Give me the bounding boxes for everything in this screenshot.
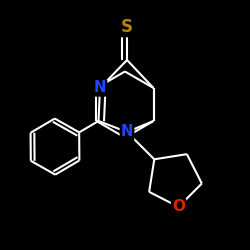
Text: O: O — [172, 199, 185, 214]
Text: N: N — [121, 124, 133, 140]
Text: S: S — [121, 18, 133, 36]
Text: N: N — [94, 80, 106, 96]
